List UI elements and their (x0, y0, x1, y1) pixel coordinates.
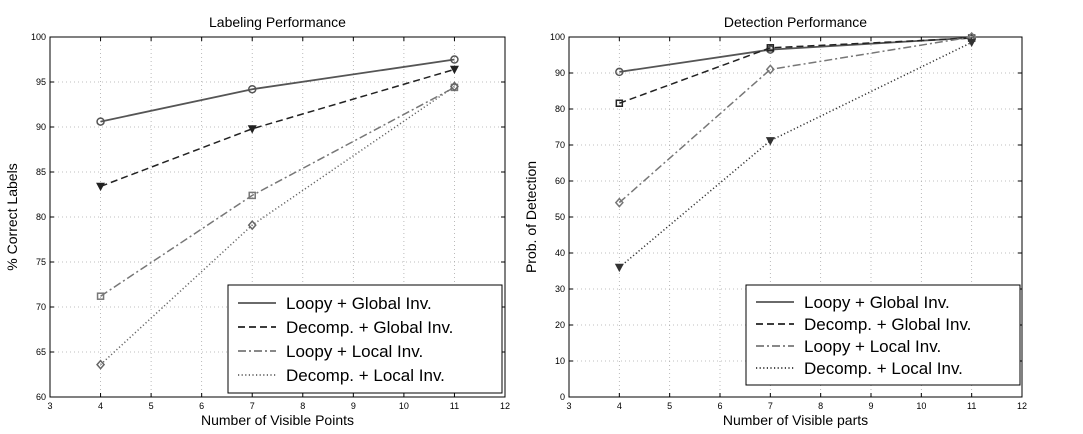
y-tick-label: 90 (36, 122, 46, 132)
legend-entry-label: Decomp. + Local Inv. (804, 359, 963, 378)
series-line (618, 41, 972, 268)
series-line (619, 36, 972, 73)
chart-title: Detection Performance (724, 14, 867, 30)
x-tick-label: 9 (351, 401, 356, 411)
legend: Loopy + Global Inv. Decomp. + Global Inv.… (227, 284, 503, 394)
data-point-marker (615, 67, 624, 77)
data-point-marker (96, 292, 105, 300)
y-tick-label: 10 (555, 356, 565, 366)
x-tick-label: 6 (717, 401, 722, 411)
y-tick-label: 80 (555, 104, 565, 114)
chart-title: Labeling Performance (209, 14, 346, 30)
data-point-marker (247, 125, 257, 134)
series-decomp-local-inv (96, 81, 459, 370)
legend-entry-label: Decomp. + Global Inv. (286, 318, 453, 337)
y-tick-label: 40 (555, 248, 565, 258)
y-tick-label: 70 (36, 302, 46, 312)
x-tick-label: 10 (399, 401, 409, 411)
legend-entry-label: Loopy + Global Inv. (286, 294, 432, 313)
x-tick-label: 4 (98, 401, 103, 411)
x-axis-label: Number of Visible parts (723, 412, 868, 428)
series-loopy-local-inv (614, 31, 977, 208)
x-tick-label: 8 (818, 401, 823, 411)
data-point-marker (449, 65, 459, 75)
data-point-marker (765, 64, 775, 75)
y-tick-label: 80 (36, 212, 46, 222)
data-point-marker (766, 44, 775, 52)
x-tick-label: 6 (199, 401, 204, 411)
series-loopy-local-inv (96, 83, 459, 300)
series-loopy-global-inv (96, 55, 459, 126)
data-point-marker (450, 55, 459, 64)
x-tick-label: 8 (300, 401, 305, 411)
legend: Loopy + Global Inv. Decomp. + Global Inv.… (745, 284, 1021, 386)
y-tick-label: 65 (36, 347, 46, 357)
x-tick-label: 12 (500, 401, 510, 411)
x-tick-label: 11 (967, 401, 976, 411)
series-line (100, 85, 455, 366)
x-tick-label: 11 (450, 401, 459, 411)
y-tick-label: 50 (555, 212, 565, 222)
y-tick-label: 90 (555, 68, 565, 78)
data-point-marker (96, 117, 105, 126)
labeling-performance-chart: 3 4 5 6 7 8 9 10 11 12 60 65 70 75 80 85 90 95 100 Labeling… (4, 14, 510, 428)
legend-entry-label: Loopy + Local Inv. (804, 337, 941, 356)
y-tick-label: 85 (36, 167, 46, 177)
x-tick-label: 9 (868, 401, 873, 411)
series-line (100, 58, 455, 123)
y-tick-label: 95 (36, 77, 46, 87)
data-point-marker (614, 197, 624, 208)
x-tick-label: 4 (617, 401, 622, 411)
legend-entry-label: Loopy + Global Inv. (804, 293, 950, 312)
y-tick-label: 20 (555, 320, 565, 330)
y-axis-label: Prob. of Detection (523, 161, 539, 273)
data-point-marker (96, 359, 106, 370)
data-point-marker (247, 84, 257, 94)
y-tick-label: 100 (550, 32, 565, 42)
x-tick-label: 5 (667, 401, 672, 411)
legend-entry-label: Decomp. + Global Inv. (804, 315, 971, 334)
x-tick-label: 3 (566, 401, 571, 411)
series-line (618, 36, 972, 204)
data-point-marker (248, 191, 256, 200)
y-tick-label: 100 (31, 32, 46, 42)
x-tick-label: 5 (149, 401, 154, 411)
series-line (619, 37, 972, 104)
data-point-marker (247, 219, 257, 231)
series-decomp-local-inv (614, 38, 977, 273)
x-tick-label: 10 (916, 401, 926, 411)
x-axis-label: Number of Visible Points (201, 412, 354, 428)
legend-entry-label: Loopy + Local Inv. (286, 342, 423, 361)
series-decomp-global-inv (96, 65, 459, 192)
y-tick-label: 0 (560, 392, 565, 402)
x-tick-label: 7 (768, 401, 773, 411)
data-point-marker (967, 38, 977, 48)
detection-performance-chart: 3 4 5 6 7 8 9 10 11 12 0 10 20 30 40 50 60 70 80 90 100 Detec… (523, 14, 1027, 428)
x-tick-label: 7 (250, 401, 255, 411)
y-axis-label: % Correct Labels (4, 163, 20, 270)
x-tick-label: 12 (1017, 401, 1027, 411)
y-tick-label: 30 (555, 284, 565, 294)
x-tick-label: 3 (47, 401, 52, 411)
data-point-marker (96, 182, 106, 192)
y-tick-label: 70 (555, 140, 565, 150)
data-point-marker (615, 99, 624, 107)
y-tick-label: 60 (36, 392, 46, 402)
y-tick-label: 75 (36, 257, 46, 267)
series-line (100, 68, 455, 188)
legend-entry-label: Decomp. + Local Inv. (286, 366, 445, 385)
data-point-marker (614, 263, 624, 273)
data-point-marker (449, 81, 459, 92)
y-tick-label: 60 (555, 176, 565, 186)
series-line (100, 86, 455, 297)
data-point-marker (765, 137, 775, 146)
